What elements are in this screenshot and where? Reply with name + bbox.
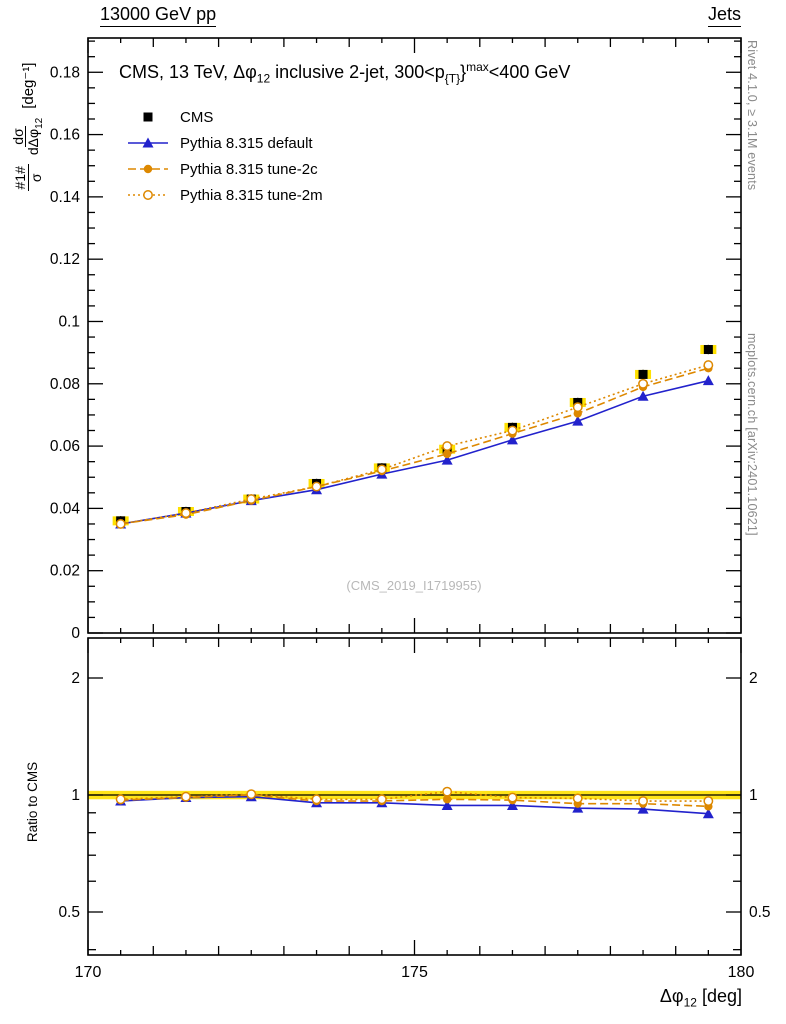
title-text: CMS, 13 TeV,: [119, 62, 234, 82]
svg-text:0: 0: [71, 625, 80, 642]
svg-text:0.5: 0.5: [749, 904, 771, 921]
y-axis-title: #1# σ dσ dΔφ12 [deg⁻¹]: [5, 32, 51, 222]
panel-frames: [87, 37, 742, 956]
axis-ticks: [87, 38, 742, 955]
rivet-version-note: Rivet 4.1.0, ≥ 3.1M events: [745, 40, 759, 191]
svg-text:1: 1: [71, 787, 80, 804]
x-axis-title: Δφ12 [deg]: [659, 986, 742, 1010]
svg-text:0.04: 0.04: [50, 500, 81, 517]
series-pythia-8-315-tune-2c: [116, 364, 713, 529]
svg-text:0.18: 0.18: [50, 64, 80, 81]
y-axis-fraction-1: #1# σ: [11, 164, 44, 192]
svg-text:170: 170: [75, 964, 102, 981]
series-cms: [112, 344, 717, 526]
legend-item: CMS: [126, 104, 323, 130]
legend-item: Pythia 8.315 default: [126, 130, 323, 156]
svg-text:0.16: 0.16: [50, 127, 80, 144]
y-axis-fraction-2: dσ dΔφ12: [9, 117, 45, 156]
svg-text:0.02: 0.02: [50, 563, 80, 580]
legend-item: Pythia 8.315 tune-2c: [126, 156, 323, 182]
svg-text:2: 2: [749, 670, 758, 687]
ratio-axis-title: Ratio to CMS: [24, 761, 40, 843]
legend-marker-circle-icon: [128, 164, 168, 174]
svg-text:175: 175: [401, 964, 428, 981]
svg-text:1: 1: [749, 787, 758, 804]
series-pythia-8-315-default: [115, 375, 714, 529]
legend-label: Pythia 8.315 tune-2m: [180, 186, 323, 204]
svg-text:0.08: 0.08: [50, 376, 80, 393]
legend-label: CMS: [180, 108, 214, 126]
axis-tick-labels: 170 175 180 0 0.02 0.04 0.06 0.08 0.1 0.12 0.14 0.1…: [50, 64, 771, 981]
analysis-id-watermark: (CMS_2019_I1719955): [346, 578, 482, 593]
legend-marker-square-icon: [143, 112, 153, 122]
svg-text:0.14: 0.14: [50, 189, 81, 206]
series-pythia-8-315-tune-2m: [115, 360, 714, 529]
svg-text:0.1: 0.1: [58, 313, 80, 330]
mcplots-note: mcplots.cern.ch [arXiv:2401.10621]: [745, 333, 759, 536]
legend-label: Pythia 8.315 tune-2c: [180, 160, 318, 178]
legend-item: Pythia 8.315 tune-2m: [126, 182, 323, 208]
ratio-series-pythia-8-315-tune-2m: [115, 786, 714, 806]
svg-text:0.06: 0.06: [50, 438, 80, 455]
legend-marker-circle-open-icon: [128, 190, 168, 200]
analysis-group-label: Jets: [707, 4, 741, 27]
legend-marker-triangle-icon: [128, 137, 168, 148]
beam-energy-label: 13000 GeV pp: [100, 4, 217, 27]
ratio-uncertainty-band: [88, 790, 741, 800]
svg-text:0.5: 0.5: [58, 904, 80, 921]
svg-text:2: 2: [71, 670, 80, 687]
svg-text:0.12: 0.12: [50, 251, 80, 268]
svg-text:180: 180: [728, 964, 755, 981]
y-axis-unit: [deg⁻¹]: [20, 62, 37, 109]
plot-title: CMS, 13 TeV, Δφ12 inclusive 2-jet, 300<p…: [119, 60, 571, 86]
legend: CMS Pythia 8.315 default Pythia 8.315 tune…: [126, 104, 323, 208]
legend-label: Pythia 8.315 default: [180, 134, 313, 152]
